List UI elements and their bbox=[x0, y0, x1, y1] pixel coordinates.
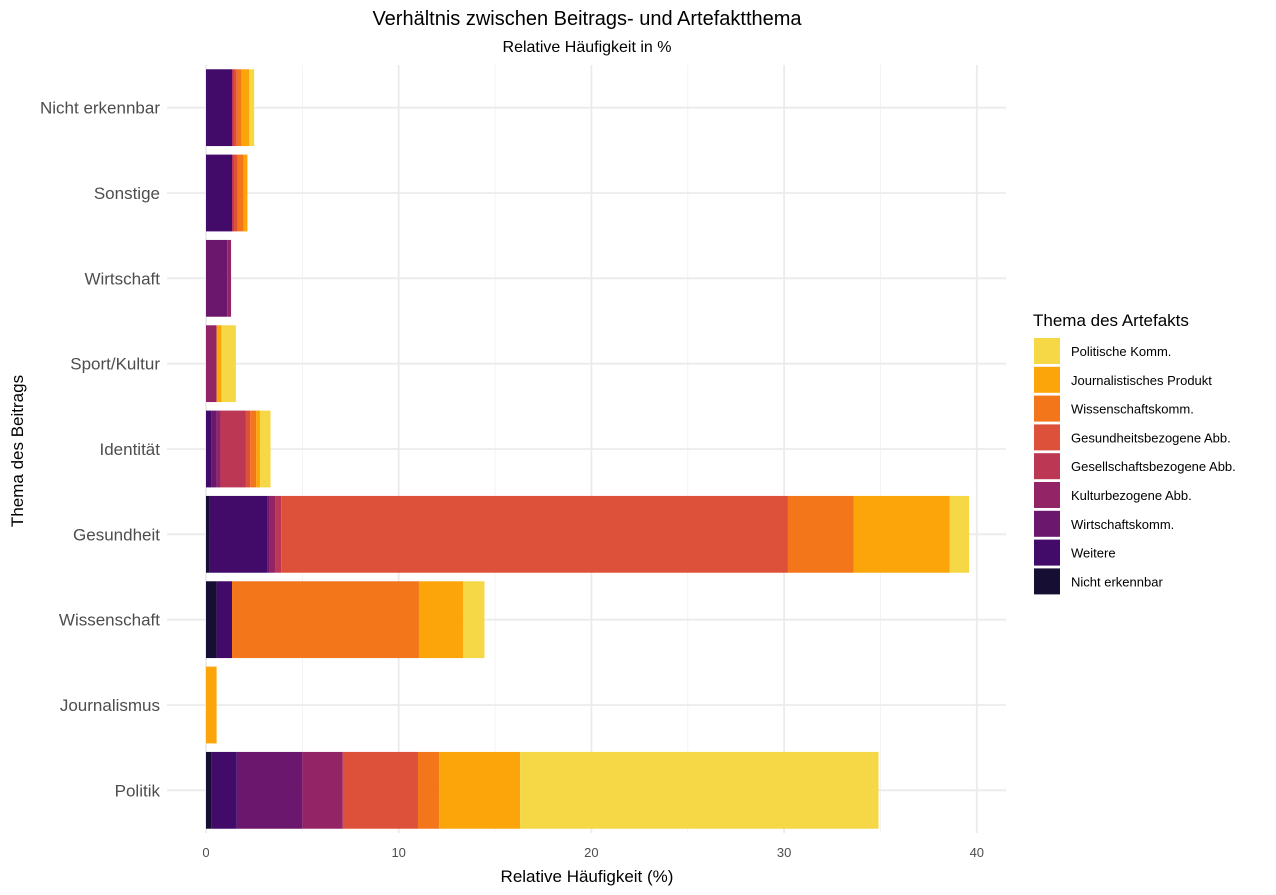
x-tick-label: 30 bbox=[777, 845, 791, 860]
legend-label-politische-komm: Politische Komm. bbox=[1071, 344, 1171, 359]
legend-swatch-gesundheitsbezogene-abb bbox=[1034, 424, 1060, 451]
bars bbox=[206, 69, 970, 829]
bar-wissenschaft-weitere bbox=[216, 581, 233, 659]
bar-politik-kulturbezogene-abb bbox=[302, 751, 343, 829]
bar-wirtschaft-wirtschaftskomm bbox=[206, 239, 228, 317]
y-label-wirtschaft: Wirtschaft bbox=[84, 269, 160, 288]
y-label-identitaet: Identität bbox=[100, 440, 161, 459]
bar-wissenschaft-wissenschaftskomm bbox=[232, 581, 419, 659]
bar-wissenschaft-nicht-erkennbar bbox=[206, 581, 217, 659]
legend-swatch-nicht-erkennbar bbox=[1034, 568, 1060, 595]
bar-journalismus-journalistisches-produkt bbox=[206, 666, 217, 744]
x-tick-label: 20 bbox=[584, 845, 598, 860]
bar-nicht-erkennbar-weitere bbox=[206, 69, 233, 147]
bar-nicht-erkennbar-gesellschaftsbezogene-abb bbox=[232, 69, 234, 147]
bar-sonstige-journalistisches-produkt bbox=[243, 154, 248, 232]
y-axis-labels: Nicht erkennbar Sonstige Wirtschaft Sport/K… bbox=[40, 99, 161, 801]
bar-gesundheit-wissenschaftskomm bbox=[787, 495, 854, 573]
bar-wissenschaft-journalistisches-produkt bbox=[418, 581, 464, 659]
bar-gesundheit-gesundheitsbezogene-abb bbox=[281, 495, 788, 573]
chart-title: Verhältnis zwischen Beitrags- und Artefa… bbox=[372, 8, 802, 30]
chart-subtitle: Relative Häufigkeit in % bbox=[503, 39, 672, 56]
legend-label-nicht-erkennbar: Nicht erkennbar bbox=[1071, 574, 1163, 589]
legend-label-wirtschaftskomm: Wirtschaftskomm. bbox=[1071, 517, 1174, 532]
bar-sport-kultur-politische-komm bbox=[221, 325, 236, 403]
bar-nicht-erkennbar-wissenschaftskomm bbox=[236, 69, 242, 147]
x-tick-label: 0 bbox=[202, 845, 209, 860]
bar-gesundheit-nicht-erkennbar bbox=[206, 495, 210, 573]
bar-wissenschaft-politische-komm bbox=[463, 581, 485, 659]
x-axis-tick-labels: 0 10 20 30 40 bbox=[202, 845, 984, 860]
bar-identitaet-gesundheitsbezogene-abb bbox=[245, 410, 251, 488]
legend-label-journalistisches-produkt: Journalistisches Produkt bbox=[1071, 373, 1212, 388]
bar-politik-wirtschaftskomm bbox=[236, 751, 303, 829]
bar-politik-weitere bbox=[211, 751, 237, 829]
bar-politik-politische-komm bbox=[520, 751, 879, 829]
legend-swatch-politische-komm bbox=[1034, 338, 1060, 364]
bar-politik-gesundheitsbezogene-abb bbox=[342, 751, 418, 829]
bar-identitaet-wissenschaftskomm bbox=[250, 410, 257, 488]
bar-sonstige-gesundheitsbezogene-abb bbox=[233, 154, 238, 232]
bar-identitaet-kulturbezogene-abb bbox=[216, 410, 221, 488]
bar-sonstige-gesellschaftsbezogene-abb bbox=[232, 154, 234, 232]
bar-sport-kultur-journalistisches-produkt bbox=[216, 325, 222, 403]
bar-politik-nicht-erkennbar bbox=[206, 751, 212, 829]
bar-wirtschaft-kulturbezogene-abb bbox=[227, 239, 232, 317]
grid-lines bbox=[167, 65, 1006, 833]
bar-gesundheit-gesellschaftsbezogene-abb bbox=[275, 495, 282, 573]
bar-identitaet-journalistisches-produkt bbox=[256, 410, 260, 488]
y-label-politik: Politik bbox=[115, 781, 161, 800]
bar-gesundheit-weitere bbox=[209, 495, 268, 573]
legend-label-wissenschaftskomm: Wissenschaftskomm. bbox=[1071, 402, 1194, 417]
legend-label-gesundheitsbezogene-abb: Gesundheitsbezogene Abb. bbox=[1071, 430, 1231, 445]
y-axis-title: Thema des Beitrags bbox=[8, 375, 27, 527]
bar-identitaet-gesellschaftsbezogene-abb bbox=[220, 410, 246, 488]
bar-identitaet-wirtschaftskomm bbox=[211, 410, 217, 488]
x-axis-title: Relative Häufigkeit (%) bbox=[501, 867, 674, 886]
y-label-sport-kultur: Sport/Kultur bbox=[70, 355, 160, 374]
bar-identitaet-politische-komm bbox=[259, 410, 271, 488]
bar-nicht-erkennbar-politische-komm bbox=[249, 69, 255, 147]
y-label-sonstige: Sonstige bbox=[94, 184, 160, 203]
bar-sport-kultur-kulturbezogene-abb bbox=[206, 325, 217, 403]
legend-title: Thema des Artefakts bbox=[1033, 311, 1189, 330]
legend-swatch-kulturbezogene-abb bbox=[1034, 482, 1060, 508]
legend-label-weitere: Weitere bbox=[1071, 546, 1116, 561]
legend: Thema des Artefakts Politische Komm. Jour… bbox=[1033, 311, 1236, 595]
bar-identitaet-weitere bbox=[206, 410, 212, 488]
bar-gesundheit-kulturbezogene-abb bbox=[269, 495, 276, 573]
bar-nicht-erkennbar-gesundheitsbezogene-abb bbox=[233, 69, 237, 147]
bar-nicht-erkennbar-journalistisches-produkt bbox=[241, 69, 250, 147]
legend-label-gesellschaftsbezogene-abb: Gesellschaftsbezogene Abb. bbox=[1071, 459, 1236, 474]
legend-swatch-journalistisches-produkt bbox=[1034, 366, 1060, 393]
legend-swatch-wissenschaftskomm bbox=[1034, 395, 1060, 422]
legend-swatch-weitere bbox=[1034, 539, 1060, 566]
bar-gesundheit-politische-komm bbox=[949, 495, 970, 573]
x-tick-label: 10 bbox=[391, 845, 405, 860]
bar-sonstige-wissenschaftskomm bbox=[237, 154, 244, 232]
legend-swatch-wirtschaftskomm bbox=[1034, 510, 1060, 537]
legend-swatch-gesellschaftsbezogene-abb bbox=[1034, 453, 1060, 480]
legend-label-kulturbezogene-abb: Kulturbezogene Abb. bbox=[1071, 488, 1192, 503]
y-label-gesundheit: Gesundheit bbox=[73, 525, 160, 544]
bar-sonstige-weitere bbox=[206, 154, 233, 232]
x-tick-label: 40 bbox=[970, 845, 984, 860]
y-label-journalismus: Journalismus bbox=[60, 696, 160, 715]
bar-politik-wissenschaftskomm bbox=[417, 751, 440, 829]
bar-politik-journalistisches-produkt bbox=[439, 751, 521, 829]
y-label-nicht-erkennbar: Nicht erkennbar bbox=[40, 99, 160, 118]
legend-items: Politische Komm. Journalistisches Produkt… bbox=[1034, 338, 1236, 595]
y-label-wissenschaft: Wissenschaft bbox=[59, 611, 160, 630]
bar-gesundheit-journalistisches-produkt bbox=[853, 495, 950, 573]
bar-gesundheit-wirtschaftskomm bbox=[267, 495, 270, 573]
